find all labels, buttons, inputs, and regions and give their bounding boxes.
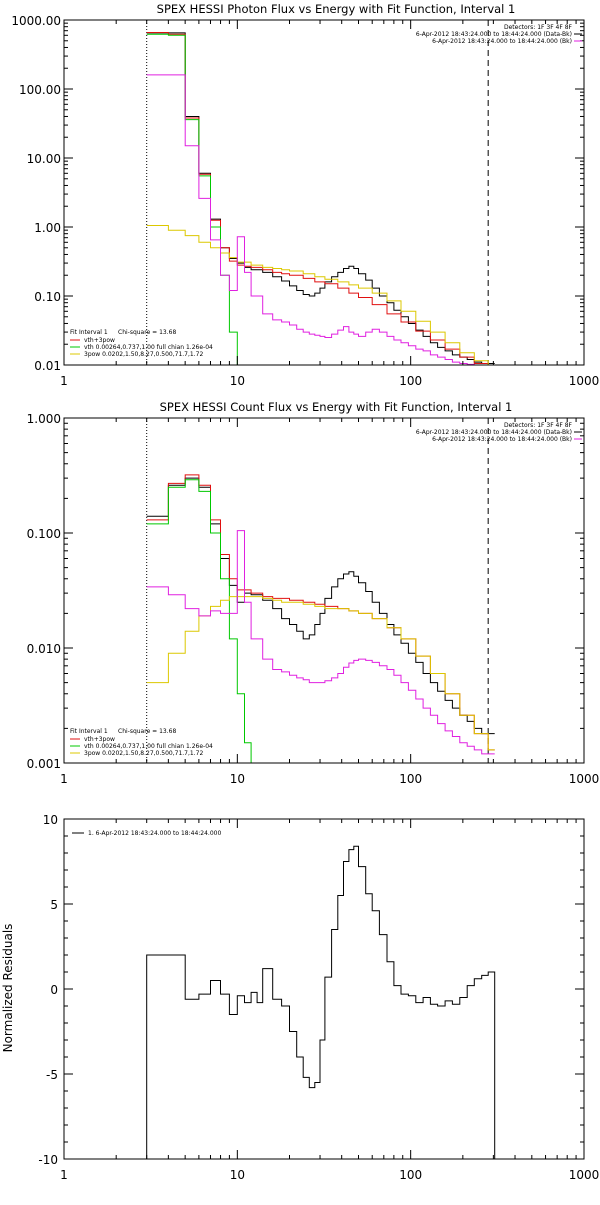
x-tick-label: 10 [230,374,245,388]
photon-data-interval-text: 6-Apr-2012 18:43:24.000 to 18:44:24.000 … [416,31,572,38]
photon-flux-title: SPEX HESSI Photon Flux vs Energy with Fi… [157,2,516,16]
series-vth-line [146,479,258,764]
y-tick-label: 0 [50,983,58,997]
x-tick-label: 1 [60,772,68,786]
x-tick-label: 10 [230,1168,245,1182]
count-flux-plot-frame [63,417,585,764]
y-tick-label: 10 [43,813,58,827]
y-tick-label: 1000.00 [11,14,61,28]
y-tick-label: -10 [38,1153,58,1167]
count-flux-title: SPEX HESSI Count Flux vs Energy with Fit… [160,400,513,414]
y-tick-label: 10.00 [27,152,61,166]
photon-chisq-label: Chi-square = 13.68 [118,329,176,336]
x-tick-label: 1000 [569,1168,600,1182]
y-tick-label: 0.10 [34,290,61,304]
y-tick-label: 0.01 [34,359,61,373]
x-tick-label: 10 [230,772,245,786]
photon-flux-panel: SPEX HESSI Photon Flux vs Energy with Fi… [11,2,599,388]
y-tick-label: 1.00 [34,221,61,235]
y-tick-label: 100.00 [19,83,61,97]
x-tick-label: 1 [60,374,68,388]
count-fit-interval-label: Fit Interval 1 [70,728,108,735]
residuals-legend-text: 1. 6-Apr-2012 18:43:24.000 to 18:44:24.0… [88,830,221,837]
count-flux-panel: SPEX HESSI Count Flux vs Energy with Fit… [27,400,600,786]
x-tick-label: 100 [399,1168,422,1182]
y-tick-label: 5 [50,898,58,912]
photon-fit-legend: Fit Interval 1 Chi-square = 13.68 vth+3p… [70,329,213,358]
x-tick-label: 100 [399,772,422,786]
photon-flux-plot-frame [63,19,585,366]
photon-bk-interval-text: 6-Apr-2012 18:43:24.000 to 18:44:24.000 … [432,38,572,45]
photon-legend-vth3pow: vth+3pow [84,337,115,344]
y-tick-label: 1.000 [27,412,61,426]
x-tick-label: 1000 [569,772,600,786]
series-data-line [146,845,496,1159]
series-3pow-line [146,596,495,751]
series-background-line [146,74,495,366]
count-data-interval-text: 6-Apr-2012 18:43:24.000 to 18:44:24.000 … [416,429,572,436]
count-chisq-label: Chi-square = 13.68 [118,728,176,735]
count-detectors-text: Detectors: 1F 3F 4F 8F [504,422,573,429]
photon-detectors-text: Detectors: 1F 3F 4F 8F [504,24,573,31]
residuals-y-axis-label: Normalized Residuals [1,924,15,1053]
series-background-line [146,530,495,755]
count-legend-vth: vth 0.00264,0.737,1.00 full chian 1.26e-… [84,743,213,750]
residuals-panel: 1 10 100 1000 10 5 0 -5 -10 Normalized Residuals… [1,813,599,1182]
x-tick-label: 1 [60,1168,68,1182]
count-fit-legend: Fit Interval 1 Chi-square = 13.68 vth+3p… [70,728,213,757]
y-tick-label: 0.001 [27,757,61,771]
x-tick-label: 100 [399,374,422,388]
count-legend-3pow: 3pow 0.0202,1.50,8.27,0.500,71.7,1.72 [84,750,203,757]
photon-fit-interval-label: Fit Interval 1 [70,329,108,336]
y-tick-label: -5 [46,1068,58,1082]
y-tick-label: 0.010 [27,642,61,656]
photon-legend-vth: vth 0.00264,0.737,1.00 full chian 1.26e-… [84,344,213,351]
series-data-line [146,477,495,735]
x-tick-label: 1000 [569,374,600,388]
count-legend-vth3pow: vth+3pow [84,736,115,743]
photon-legend-3pow: 3pow 0.0202,1.50,8.27,0.500,71.7,1.72 [84,351,203,358]
y-tick-label: 0.100 [27,527,61,541]
count-bk-interval-text: 6-Apr-2012 18:43:24.000 to 18:44:24.000 … [432,436,572,443]
